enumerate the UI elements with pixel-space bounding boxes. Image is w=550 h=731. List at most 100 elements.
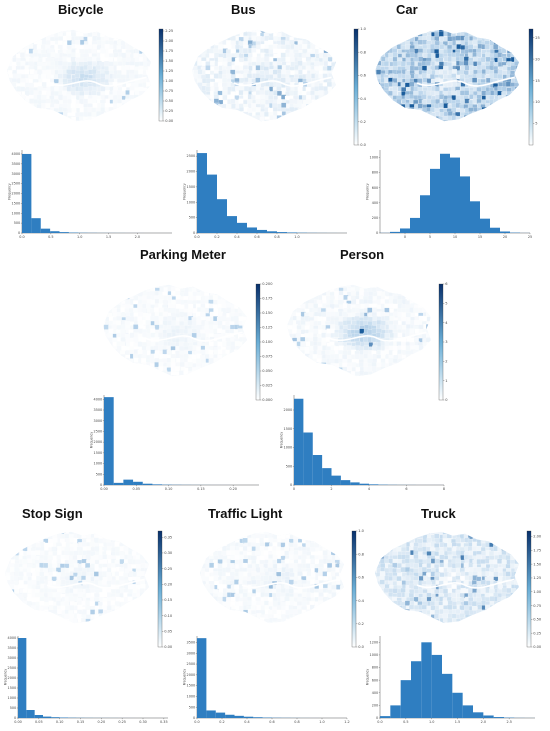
map-cell <box>222 374 228 377</box>
map-cell <box>297 354 303 360</box>
map-cell <box>119 550 125 557</box>
map-cell <box>316 349 322 355</box>
map-cell <box>288 345 294 351</box>
map-cell <box>139 29 145 33</box>
map-cell <box>476 73 482 79</box>
map-cell <box>32 108 38 114</box>
map-cell <box>305 120 311 122</box>
map-cell <box>103 349 110 356</box>
map-cell <box>380 103 386 109</box>
map-cell <box>28 61 34 67</box>
map-cell <box>409 29 415 33</box>
y-tick-label: 1500 <box>94 451 103 455</box>
colorbar-tick-label: 15 <box>535 79 540 83</box>
map-cell <box>141 32 147 38</box>
map-cell <box>418 358 424 364</box>
map-cell <box>515 108 519 114</box>
map-cell <box>7 111 10 117</box>
map-cell <box>315 111 321 118</box>
map-cell <box>312 336 318 342</box>
map-cell <box>104 303 110 309</box>
map-cell <box>363 375 369 377</box>
map-cell <box>392 40 398 46</box>
map-cell <box>187 320 193 326</box>
map-cell <box>39 533 45 539</box>
map-cell <box>493 107 500 113</box>
map-cell <box>147 29 151 33</box>
map-cell <box>102 558 108 565</box>
map-cell <box>46 73 52 79</box>
map-cell <box>145 40 151 46</box>
map-cell <box>226 115 232 121</box>
map-cell <box>124 284 130 288</box>
map-cell <box>276 29 282 34</box>
map-cell <box>324 107 330 113</box>
map-cell <box>247 333 252 338</box>
map-cell <box>376 45 382 51</box>
map-cell <box>40 29 46 34</box>
map-cell <box>162 375 168 377</box>
histogram-bar <box>152 484 163 485</box>
map-cell <box>242 341 247 347</box>
map-cell <box>288 357 294 364</box>
map-cell <box>192 48 195 54</box>
map-cell <box>188 284 194 288</box>
x-tick-label: 6 <box>405 487 407 491</box>
map-cell <box>430 99 436 105</box>
map-cell <box>414 115 420 121</box>
map-cell <box>376 284 382 288</box>
y-tick-label: 1500 <box>187 185 196 189</box>
map-cell <box>24 44 30 50</box>
map-cell <box>300 359 306 365</box>
map-cell <box>276 115 282 121</box>
map-cell <box>246 362 247 368</box>
map-cell <box>142 36 148 43</box>
map-cell <box>200 358 206 364</box>
map-cell <box>335 119 336 122</box>
colorbar-tick-label: 0.200 <box>262 282 273 286</box>
map-cell <box>171 375 177 377</box>
map-cell <box>152 108 157 113</box>
map-cell <box>295 295 302 301</box>
map-cell <box>337 75 342 80</box>
map-cell <box>212 375 218 377</box>
map-cell <box>113 29 119 33</box>
map-cell <box>247 119 253 122</box>
map-cell <box>113 119 119 122</box>
map-cell <box>16 41 22 47</box>
map-cell <box>502 98 508 104</box>
map-cell <box>326 65 333 71</box>
map-cell <box>367 358 373 364</box>
map-cell <box>247 342 252 347</box>
map-cell <box>86 550 92 556</box>
map-cell <box>138 69 144 75</box>
map-cell <box>455 29 461 34</box>
map-cell <box>95 73 101 79</box>
map-cell <box>430 304 431 310</box>
map-cell <box>359 284 365 288</box>
map-cell <box>388 103 395 109</box>
map-cell <box>287 324 289 330</box>
map-cell <box>16 95 22 101</box>
map-cell <box>209 112 215 118</box>
map-cell <box>116 332 122 338</box>
map-cell <box>142 48 148 54</box>
map-cell <box>287 350 294 356</box>
y-tick-label: 3000 <box>94 419 103 423</box>
map-cell <box>301 115 307 122</box>
map-cell <box>330 363 336 369</box>
map-cell <box>333 375 339 377</box>
map-cell <box>205 115 211 121</box>
map-cell <box>147 102 151 108</box>
map-cell <box>371 320 378 326</box>
map-cell <box>129 39 135 45</box>
map-cell <box>119 531 125 536</box>
map-cell <box>192 119 195 122</box>
map-cell <box>380 284 386 289</box>
x-tick-label: 4 <box>368 487 370 491</box>
map-cell <box>76 531 82 535</box>
map-cell <box>518 86 519 93</box>
map-cell <box>298 120 304 122</box>
map-cell <box>105 31 111 37</box>
map-cell <box>137 284 143 289</box>
